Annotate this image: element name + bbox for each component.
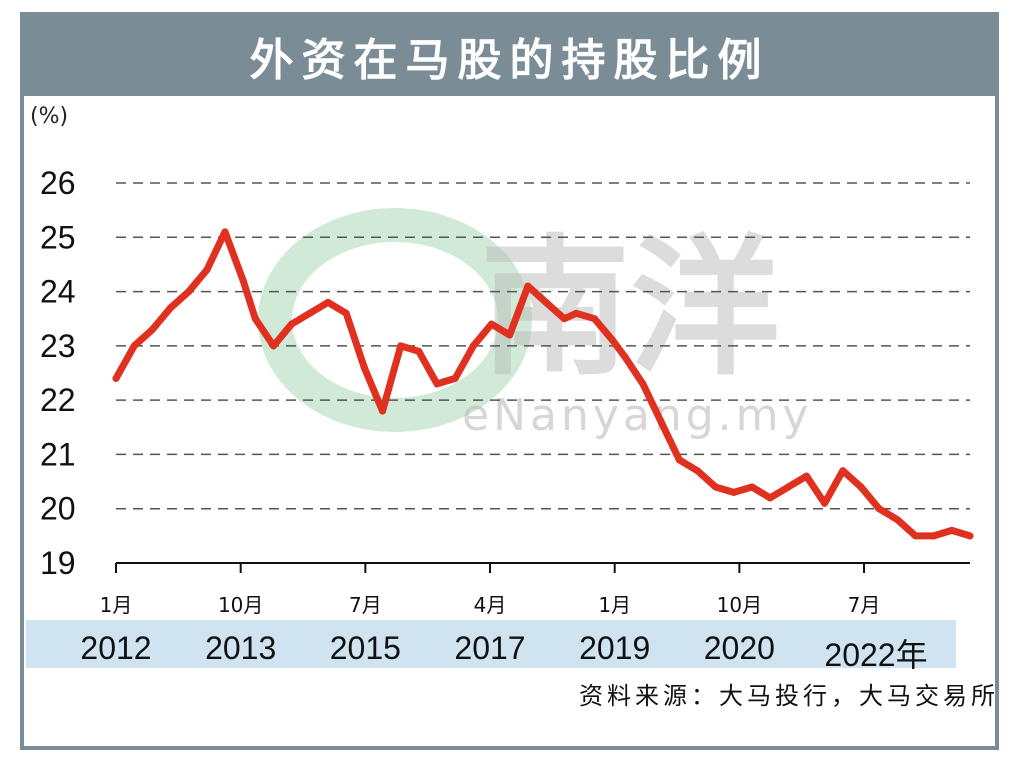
- x-tick-label: 7月: [848, 593, 881, 617]
- data-point: [112, 374, 120, 382]
- data-point: [506, 331, 514, 339]
- y-tick-label: 25: [40, 219, 76, 255]
- y-tick-label: 24: [40, 274, 76, 310]
- data-point: [524, 282, 532, 290]
- year-label: 2013: [205, 630, 277, 666]
- y-tick-label: 23: [40, 328, 76, 364]
- y-tick-label: 26: [40, 165, 76, 201]
- data-point: [239, 277, 247, 285]
- data-point: [221, 228, 229, 236]
- data-point: [784, 483, 792, 491]
- data-point: [948, 526, 956, 534]
- year-label: 2022年: [824, 637, 928, 673]
- year-label: 2020: [703, 630, 775, 666]
- source-note: 资料来源：大马投行，大马交易所: [579, 682, 999, 710]
- y-unit-label: (%): [30, 104, 69, 129]
- data-point: [167, 304, 174, 312]
- data-point: [591, 315, 598, 323]
- series-line: [112, 228, 974, 540]
- data-point: [875, 505, 883, 513]
- data-point: [185, 288, 193, 296]
- year-label: 2015: [329, 630, 401, 666]
- watermark-logo-icon: [258, 208, 532, 432]
- data-point: [657, 418, 665, 426]
- data-point: [639, 380, 647, 388]
- data-point: [712, 483, 720, 491]
- data-point: [469, 342, 477, 350]
- x-tick-label: 1月: [598, 593, 631, 617]
- data-point: [148, 326, 156, 334]
- data-point: [270, 342, 277, 350]
- x-tick-label: 10月: [218, 593, 263, 617]
- data-point: [203, 266, 211, 274]
- data-point: [693, 467, 701, 475]
- x-axis: 1月 10月 7月 4月 1月 10月 7月: [100, 562, 970, 617]
- data-point: [839, 467, 847, 475]
- data-point: [821, 499, 829, 507]
- data-point: [766, 494, 774, 502]
- data-point: [893, 516, 901, 524]
- year-band: [26, 620, 956, 668]
- data-point: [397, 342, 405, 350]
- data-point: [415, 347, 423, 355]
- data-point: [560, 315, 568, 323]
- data-point: [542, 298, 550, 306]
- data-point: [251, 315, 259, 323]
- y-axis-ticks: 19 20 21 22 23 24 25 26: [40, 165, 76, 581]
- data-point: [379, 407, 386, 415]
- x-tick-label: 7月: [349, 593, 382, 617]
- x-tick-label: 10月: [717, 593, 762, 617]
- data-point: [966, 532, 974, 540]
- data-point: [609, 336, 617, 344]
- data-point: [912, 532, 919, 540]
- data-point: [433, 380, 441, 388]
- x-tick-label: 1月: [100, 593, 133, 617]
- year-label: 2012: [80, 630, 152, 666]
- data-point: [803, 472, 810, 480]
- data-point: [288, 320, 296, 328]
- data-point: [930, 532, 938, 540]
- watermark-site: eNanyang.my: [462, 390, 813, 441]
- data-point: [857, 483, 865, 491]
- data-point: [572, 309, 580, 317]
- chart-title: 外资在马股的持股比例: [24, 16, 995, 96]
- data-point: [360, 364, 368, 372]
- y-tick-label: 20: [40, 491, 76, 527]
- year-label: 2019: [579, 630, 651, 666]
- data-point: [451, 374, 459, 382]
- year-label: 2017: [454, 630, 526, 666]
- x-tick-label: 4月: [474, 593, 507, 617]
- data-point: [324, 298, 332, 306]
- grid-lines: [116, 182, 970, 510]
- y-tick-label: 22: [40, 382, 76, 418]
- data-point: [306, 309, 314, 317]
- y-tick-label: 21: [40, 436, 76, 472]
- data-point: [675, 456, 683, 464]
- data-point: [621, 353, 629, 361]
- data-point: [748, 483, 756, 491]
- data-point: [342, 309, 350, 317]
- data-point: [130, 342, 138, 350]
- y-tick-label: 19: [40, 545, 76, 581]
- data-point: [730, 488, 738, 496]
- data-point: [488, 320, 495, 328]
